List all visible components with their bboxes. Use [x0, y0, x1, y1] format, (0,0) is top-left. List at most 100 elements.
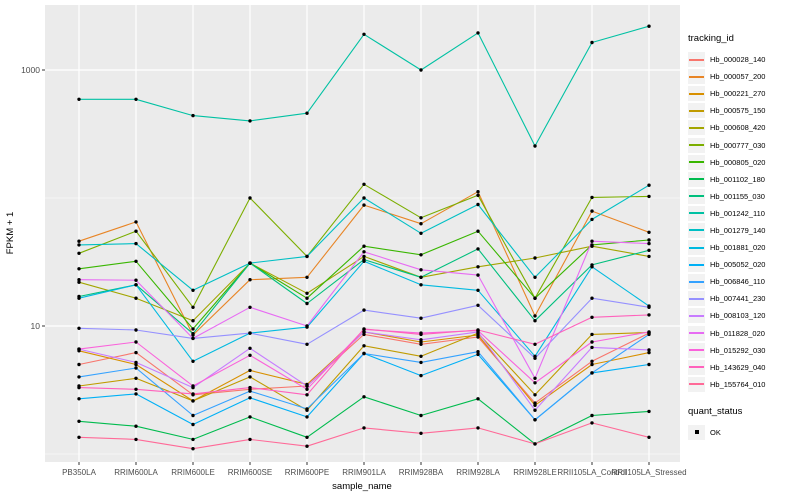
data-point — [590, 359, 594, 363]
data-point — [362, 203, 366, 207]
legend-key — [688, 240, 705, 256]
line-swatch-icon — [689, 383, 704, 386]
data-point — [191, 392, 195, 396]
data-point — [647, 248, 651, 252]
data-point — [362, 308, 366, 312]
data-point — [248, 196, 252, 200]
data-point — [362, 32, 366, 36]
data-point — [647, 350, 651, 355]
data-point — [305, 324, 309, 328]
line-swatch-icon — [689, 229, 704, 232]
data-point — [647, 362, 651, 367]
y-tick-label: 10 — [31, 321, 41, 331]
data-point — [134, 360, 138, 365]
data-point — [305, 444, 309, 448]
data-point — [248, 278, 252, 282]
legend-label: Hb_001279_140 — [710, 225, 766, 235]
data-point — [476, 265, 480, 269]
legend-item: Hb_015292_030 — [688, 342, 798, 359]
legend-label: Hb_007441_230 — [710, 294, 766, 304]
line-swatch-icon — [689, 349, 704, 352]
legend-item: Hb_000028_140 — [688, 51, 798, 68]
data-point — [305, 393, 309, 397]
data-point — [248, 346, 252, 350]
legend-item: Hb_155764_010 — [688, 376, 798, 393]
data-point — [248, 368, 252, 373]
axes: 10 1000 PB350LA RRIM600LA RRIM600LE RRIM600SE… — [21, 65, 687, 477]
data-point — [647, 409, 651, 414]
legend-label: Hb_000575_150 — [710, 106, 766, 116]
line-swatch-icon — [689, 263, 704, 266]
data-point — [590, 217, 594, 222]
plot-panel — [45, 5, 680, 462]
legend-key — [688, 325, 705, 341]
line-swatch-icon — [689, 195, 704, 198]
data-point — [419, 413, 423, 418]
data-point — [248, 119, 252, 123]
legend-title-quant-status: quant_status — [688, 405, 743, 417]
data-point — [191, 399, 195, 403]
x-axis-title: sample_name — [332, 481, 392, 492]
data-point — [305, 254, 309, 259]
data-point — [77, 419, 81, 423]
data-point — [647, 24, 651, 28]
legend-item: Hb_011828_020 — [688, 325, 798, 342]
line-swatch-icon — [689, 246, 704, 249]
data-point — [590, 421, 594, 425]
data-point — [362, 182, 366, 186]
data-point — [248, 305, 252, 309]
legend: tracking_id Hb_000028_140 Hb_000057_200 Hb… — [688, 33, 798, 441]
data-point — [476, 247, 480, 251]
x-tick-label: RRIM901LA — [342, 468, 386, 477]
data-point — [77, 326, 81, 330]
legend-label: Hb_000777_030 — [710, 140, 766, 150]
data-point — [248, 437, 252, 442]
data-point — [647, 305, 651, 309]
data-points — [77, 24, 651, 451]
data-point — [77, 362, 81, 367]
data-point — [134, 424, 138, 428]
data-point — [362, 330, 366, 334]
legend-label: Hb_006846_110 — [710, 277, 765, 287]
data-point — [134, 340, 138, 344]
legend-item: Hb_001102_180 — [688, 171, 798, 188]
data-point — [134, 350, 138, 355]
data-point — [476, 288, 480, 292]
data-point — [191, 336, 195, 341]
legend-label: Hb_005052_020 — [710, 260, 766, 270]
line-swatch-icon — [689, 178, 704, 181]
legend-item: Hb_000057_200 — [688, 68, 798, 85]
x-tick-label: RRIM928BA — [399, 468, 444, 477]
data-point — [476, 350, 480, 354]
x-tick-label: RRIM600PE — [285, 468, 329, 477]
data-point — [419, 354, 423, 358]
data-point — [77, 375, 81, 379]
data-point — [476, 31, 480, 35]
data-point — [305, 415, 309, 419]
data-point — [419, 268, 423, 272]
data-point — [476, 202, 480, 207]
data-point — [134, 392, 138, 396]
data-point — [362, 250, 366, 254]
legend-item: Hb_001242_110 — [688, 205, 798, 222]
data-point — [191, 113, 195, 118]
data-point — [305, 291, 309, 295]
data-point — [590, 195, 594, 200]
data-point — [305, 111, 309, 115]
data-point — [533, 356, 537, 360]
legend-quant-status: quant_status OK — [688, 406, 798, 441]
legend-key — [688, 274, 705, 290]
data-point — [305, 342, 309, 346]
x-tick-label: RRIM600SE — [228, 468, 272, 477]
data-point — [533, 376, 537, 380]
data-point — [590, 345, 594, 350]
data-point — [248, 396, 252, 400]
data-point — [191, 319, 195, 323]
data-point — [533, 296, 537, 300]
data-point — [419, 373, 423, 378]
data-point — [305, 387, 309, 391]
data-point — [476, 328, 480, 332]
data-point — [533, 314, 537, 318]
